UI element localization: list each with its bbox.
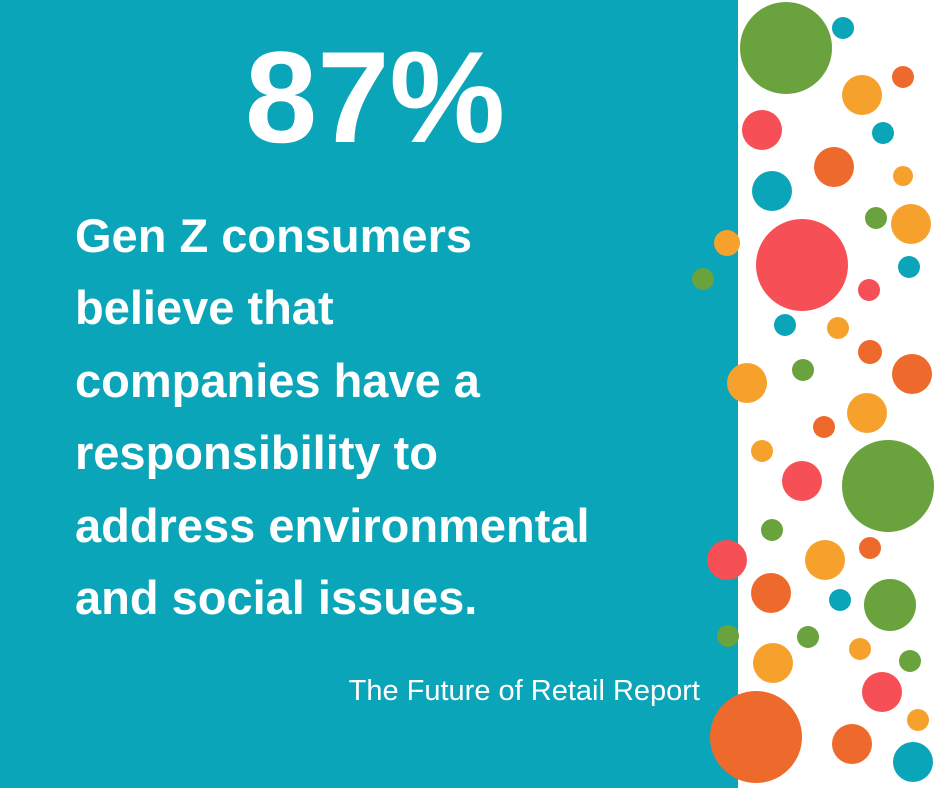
dot	[813, 416, 835, 438]
dot	[859, 537, 881, 559]
dot	[842, 75, 882, 115]
dot	[842, 440, 934, 532]
dot	[827, 317, 849, 339]
dot	[782, 461, 822, 501]
dot	[707, 540, 747, 580]
dot	[832, 17, 854, 39]
statement: Gen Z consumers believe that companies h…	[75, 209, 590, 624]
dot	[849, 638, 871, 660]
dot	[805, 540, 845, 580]
statement-line: Gen Z consumers	[75, 209, 472, 262]
dot	[717, 625, 739, 647]
dot	[740, 2, 832, 94]
dot	[714, 230, 740, 256]
statement-line: believe that	[75, 281, 334, 334]
dot	[864, 579, 916, 631]
dot	[792, 359, 814, 381]
dot	[761, 519, 783, 541]
decorative-dots	[692, 2, 934, 783]
dot	[891, 204, 931, 244]
dot	[872, 122, 894, 144]
dot	[862, 672, 902, 712]
statement-line: companies have a	[75, 354, 481, 407]
dot	[847, 393, 887, 433]
dot	[797, 626, 819, 648]
dot	[865, 207, 887, 229]
dot	[893, 166, 913, 186]
dot	[899, 650, 921, 672]
dot	[814, 147, 854, 187]
dot	[692, 268, 714, 290]
dot	[742, 110, 782, 150]
statement-line: address environmental	[75, 499, 590, 552]
dot	[893, 742, 933, 782]
dot	[756, 219, 848, 311]
teal-panel	[0, 0, 738, 788]
dot	[858, 279, 880, 301]
dot	[907, 709, 929, 731]
statement-line: and social issues.	[75, 571, 477, 624]
dot	[832, 724, 872, 764]
dot	[898, 256, 920, 278]
dot	[710, 691, 802, 783]
dot	[829, 589, 851, 611]
dot	[751, 573, 791, 613]
dot	[892, 66, 914, 88]
headline-stat: 87%	[245, 24, 505, 170]
dot	[752, 171, 792, 211]
dot	[858, 340, 882, 364]
dot	[727, 363, 767, 403]
dot	[774, 314, 796, 336]
source: The Future of Retail Report	[349, 675, 700, 707]
dot	[753, 643, 793, 683]
dot	[751, 440, 773, 462]
dot	[892, 354, 932, 394]
statement-line: responsibility to	[75, 426, 438, 479]
